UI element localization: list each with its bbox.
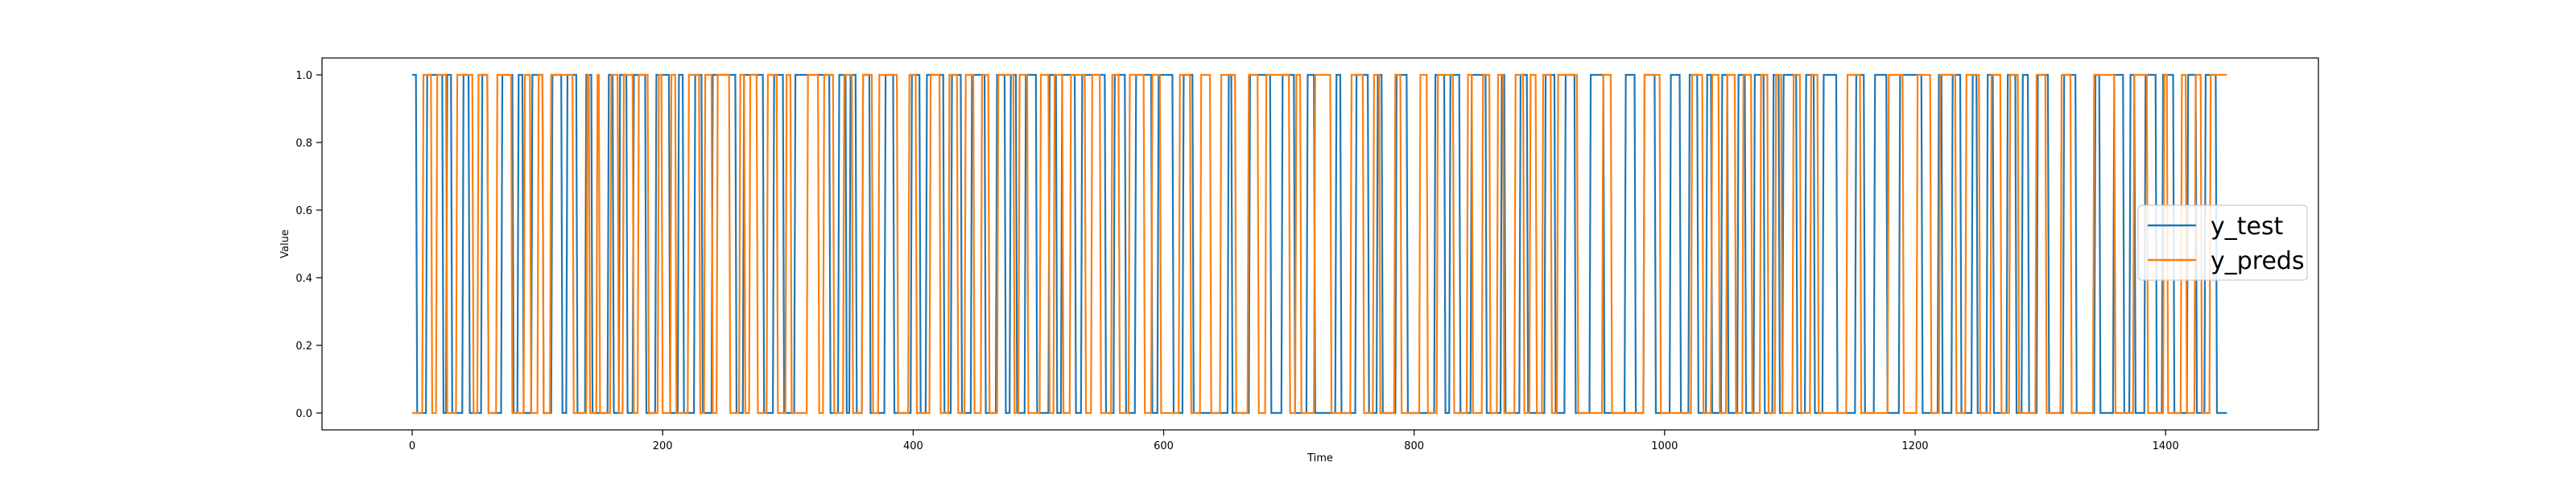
y-tick-label: 1.0 <box>295 70 312 82</box>
y-tick-label: 0.4 <box>295 273 312 285</box>
legend-label-y-test: y_test <box>2211 213 2284 241</box>
y-tick-label: 0.6 <box>295 205 312 217</box>
legend-label-y-preds: y_preds <box>2211 247 2305 275</box>
x-tick-label: 0 <box>409 440 415 452</box>
legend-box <box>2137 204 2308 281</box>
y-axis-label: Value <box>279 229 291 258</box>
x-tick-label: 200 <box>653 440 673 452</box>
x-tick-label: 1200 <box>1901 440 1928 452</box>
x-tick-label: 400 <box>903 440 923 452</box>
x-tick-label: 600 <box>1154 440 1174 452</box>
x-tick-label: 1000 <box>1651 440 1678 452</box>
x-tick-label: 800 <box>1404 440 1424 452</box>
plot-area <box>412 73 2227 415</box>
y-axis: 0.0 0.2 0.4 0.6 0.8 1.0 <box>295 70 322 420</box>
x-axis: 0 200 400 600 800 1000 1200 1400 <box>409 430 2179 452</box>
x-axis-label: Time <box>1307 452 1333 464</box>
legend: y_test y_preds <box>2137 204 2308 281</box>
x-tick-label: 1400 <box>2153 440 2179 452</box>
y-tick-label: 0.0 <box>295 408 312 420</box>
plot-frame <box>321 57 2319 431</box>
y-tick-label: 0.2 <box>295 341 312 353</box>
y-tick-label: 0.8 <box>295 138 312 150</box>
series-line-y-preds <box>412 73 2227 415</box>
